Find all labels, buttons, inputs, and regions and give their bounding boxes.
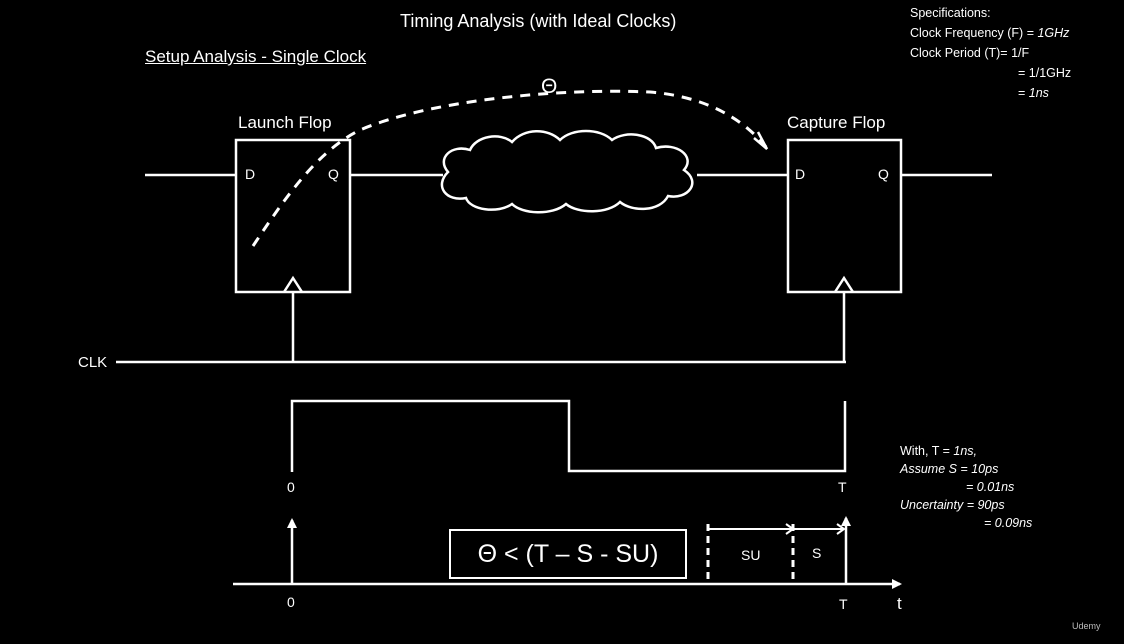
assumptions-note: With, T = 1ns, Assume S = 10ps = 0.01ns … [900, 442, 1032, 532]
capture-flop-label: Capture Flop [787, 113, 886, 132]
timeline-end-label: T [839, 596, 848, 612]
launch-clock-triangle [282, 275, 304, 293]
udemy-watermark: Udemy [1072, 621, 1101, 631]
assumption-uncertainty-ns: = 0.09ns [984, 516, 1033, 530]
data-path-dashed-arrow [251, 89, 768, 247]
launch-flop-q-pin: Q [328, 166, 339, 182]
data-path-arrowhead [753, 131, 769, 150]
su-span-arrowhead [785, 523, 795, 535]
launch-flop-box [234, 138, 352, 294]
combinational-logic-cloud [440, 129, 694, 214]
waveform-end-label: T [838, 479, 847, 495]
specs-period-line2: = 1/1GHz [1018, 66, 1072, 80]
capture-flop-box [786, 138, 903, 294]
clock-waveform [290, 399, 847, 473]
launch-flop-d-pin: D [245, 166, 256, 182]
setup-inequality-formula: Θ < (T – S - SU) [449, 529, 687, 579]
specs-heading: Specifications: [910, 6, 991, 20]
assumption-setup: Assume S = 10ps [900, 462, 999, 476]
specs-frequency: Clock Frequency (F) = 1GHz [910, 26, 1070, 40]
data-path-delay-symbol: Θ [541, 75, 558, 98]
waveform-start-label: 0 [287, 479, 295, 495]
capture-clock-triangle [833, 275, 855, 293]
capture-flop-d-pin: D [795, 166, 806, 182]
launch-flop-label: Launch Flop [238, 113, 332, 132]
page-title: Timing Analysis (with Ideal Clocks) [400, 11, 677, 31]
s-span-arrowhead [836, 523, 846, 535]
specifications-block: Specifications: Clock Frequency (F) = 1G… [910, 3, 1071, 103]
s-segment-label: S [812, 545, 822, 561]
timeline-start-label: 0 [287, 594, 295, 610]
section-subtitle: Setup Analysis - Single Clock [145, 47, 367, 66]
specs-period: Clock Period (T)= 1/F [910, 46, 1030, 60]
specs-period-line3: = 1ns [1018, 86, 1049, 100]
assumption-setup-ns: = 0.01ns [966, 480, 1015, 494]
assumption-uncertainty: Uncertainty = 90ps [900, 498, 1005, 512]
su-segment-label: SU [741, 547, 761, 563]
assumption-period: With, T = 1ns, [900, 444, 978, 458]
time-axis-label: t [897, 594, 902, 613]
capture-flop-q-pin: Q [878, 166, 889, 182]
clk-net-label: CLK [78, 354, 108, 371]
